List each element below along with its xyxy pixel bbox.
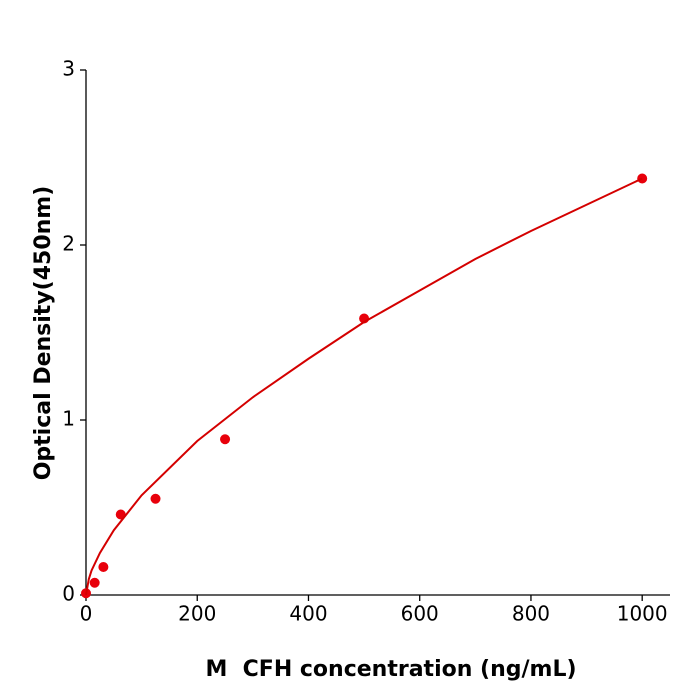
y-tick-label: 1	[62, 407, 75, 431]
x-tick-label: 200	[178, 602, 216, 626]
y-tick-label: 0	[62, 582, 75, 606]
y-axis-label: Optical Density(450nm)	[31, 186, 56, 481]
fit-curve	[85, 177, 643, 596]
x-axis-label: M CFH concentration (ng/mL)	[205, 657, 576, 682]
data-point	[89, 577, 100, 588]
x-tick-label: 800	[512, 602, 550, 626]
y-tick-label: 2	[62, 232, 75, 256]
x-tick-label: 400	[289, 602, 327, 626]
x-tick-label: 0	[80, 602, 93, 626]
data-point	[98, 562, 109, 572]
data-point	[220, 434, 231, 445]
x-tick-label: 1000	[617, 602, 668, 626]
y-tick-label: 3	[62, 57, 75, 81]
data-point	[150, 493, 161, 504]
x-tick-label: 600	[401, 602, 439, 626]
